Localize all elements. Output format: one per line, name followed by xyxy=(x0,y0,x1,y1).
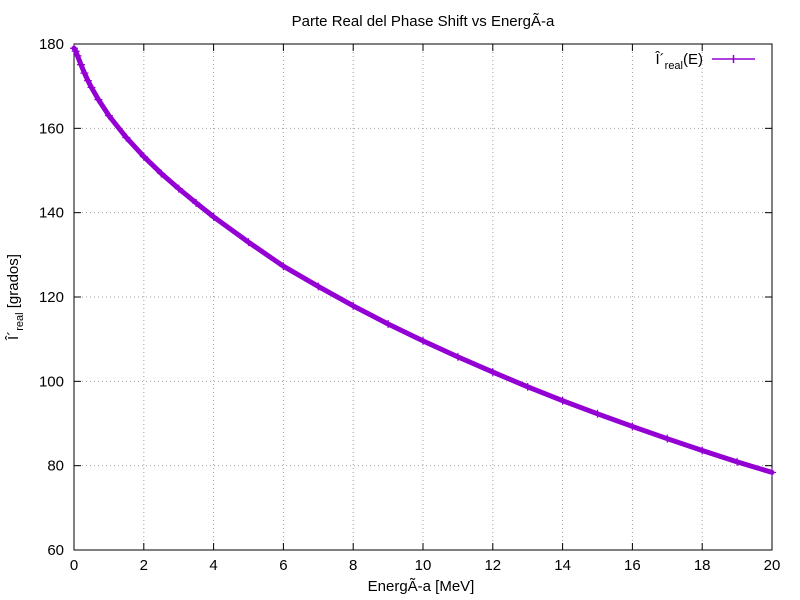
data-point xyxy=(698,446,707,455)
data-point xyxy=(139,152,148,161)
x-tick-label: 14 xyxy=(554,557,571,574)
data-point xyxy=(314,282,323,291)
data-point xyxy=(157,169,166,178)
data-point xyxy=(192,198,201,207)
data-point xyxy=(384,319,393,328)
legend: Î´real(E) xyxy=(654,51,755,72)
y-tick-label: 160 xyxy=(39,120,64,137)
data-point xyxy=(349,301,358,310)
y-axis-label: Î´real [grados] xyxy=(5,254,26,341)
x-tick-label: 6 xyxy=(279,557,287,574)
legend-label: Î´real(E) xyxy=(654,51,703,72)
x-tick-label: 10 xyxy=(415,557,432,574)
x-tick-label: 0 xyxy=(70,557,78,574)
grid xyxy=(74,44,772,550)
x-axis-label: EnergÃ-a [MeV] xyxy=(368,578,475,595)
y-tick-label: 140 xyxy=(39,205,64,222)
data-point xyxy=(76,60,85,69)
data-point xyxy=(558,396,567,405)
y-tick-label: 60 xyxy=(47,542,64,559)
data-point xyxy=(768,468,776,477)
y-axis-label-symbol: Î´ xyxy=(5,331,22,341)
x-tick-label: 8 xyxy=(349,557,357,574)
data-point xyxy=(87,83,96,92)
x-tick-label: 4 xyxy=(209,557,217,574)
data-point xyxy=(73,51,82,60)
chart-title: Parte Real del Phase Shift vs EnergÃ-a xyxy=(292,13,555,30)
data-point xyxy=(94,95,103,104)
data-point xyxy=(244,238,253,247)
data-point xyxy=(174,184,183,193)
data-point xyxy=(80,69,89,78)
data-point xyxy=(453,352,462,361)
data-point xyxy=(104,111,113,120)
y-tick-label: 100 xyxy=(39,373,64,390)
x-tick-labels: 0 2 4 6 8 10 12 14 16 18 20 xyxy=(70,557,781,574)
data-point xyxy=(593,409,602,418)
data-point xyxy=(628,422,637,431)
y-tick-label: 80 xyxy=(47,458,64,475)
data-point xyxy=(209,212,218,221)
x-tick-label: 20 xyxy=(764,557,781,574)
y-axis-label-unit: [grados] xyxy=(5,254,22,312)
y-tick-labels: 60 80 100 120 140 160 180 xyxy=(39,36,64,559)
y-axis-label-subscript: real xyxy=(14,312,26,330)
data-point xyxy=(279,262,288,271)
x-tick-label: 12 xyxy=(484,557,501,574)
legend-label-symbol: Î´ xyxy=(654,51,664,68)
series-layer xyxy=(70,44,776,477)
data-point xyxy=(733,457,742,466)
data-point xyxy=(663,434,672,443)
x-tick-label: 2 xyxy=(140,557,148,574)
x-tick-label: 16 xyxy=(624,557,641,574)
legend-label-subscript: real xyxy=(665,60,683,72)
data-point xyxy=(523,382,532,391)
data-point xyxy=(71,47,80,56)
data-point xyxy=(488,368,497,377)
x-tick-label: 18 xyxy=(694,557,711,574)
data-point xyxy=(419,336,427,345)
y-tick-label: 180 xyxy=(39,36,64,53)
legend-label-suffix: (E) xyxy=(683,51,703,68)
data-point xyxy=(122,133,131,142)
y-tick-label: 120 xyxy=(39,289,64,306)
data-point xyxy=(83,76,92,85)
